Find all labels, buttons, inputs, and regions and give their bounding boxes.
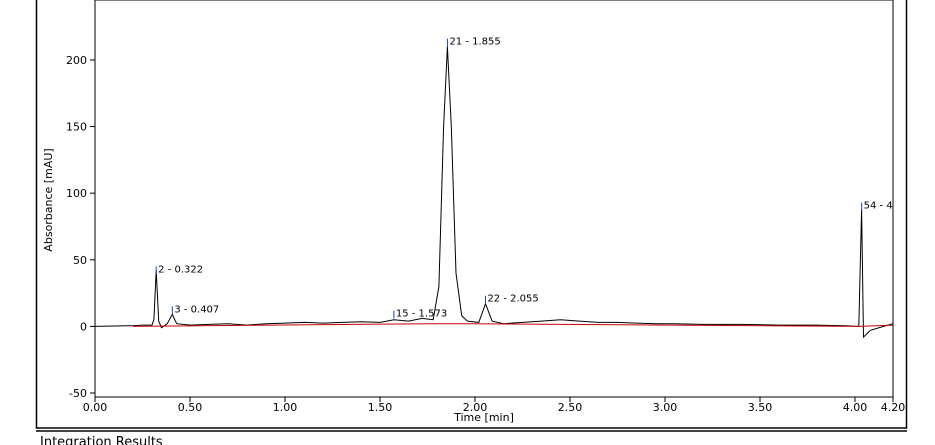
y-tick-label: 150 [66,121,87,134]
x-tick-label: 0.50 [178,401,203,414]
peak-label: 2 - 0.322 [158,264,203,275]
y-tick-label: -50 [69,387,87,400]
x-tick-label: 3.00 [653,401,678,414]
y-tick-label: 200 [66,54,87,67]
x-tick-label: 1.00 [273,401,298,414]
peak-label: 22 - 2.055 [487,294,538,305]
plot-area [94,0,894,398]
peak-label: 54 - 4 [864,200,893,211]
y-tick-label: 50 [73,254,87,267]
y-axis-label: Absorbance [mAU] [42,148,55,251]
x-tick-label: 3.50 [748,401,773,414]
x-tick-label: 4.20 [881,401,906,414]
x-tick-label: 4.00 [843,401,868,414]
frame [35,0,908,429]
footer-title: Integration Results [40,435,163,445]
x-tick-label: 2.50 [558,401,583,414]
y-tick-label: 0 [80,320,87,333]
y-tick-label: 100 [66,187,87,200]
x-tick-label: 2.00 [463,401,488,414]
peak-label: 3 - 0.407 [174,304,219,315]
x-tick-label: 1.50 [368,401,393,414]
peak-label: 21 - 1.855 [449,37,500,48]
x-tick-label: 0.00 [83,401,108,414]
x-axis-label: Time [min] [453,411,514,424]
trace [132,323,894,327]
peak-label: 15 - 1.573 [396,308,447,319]
